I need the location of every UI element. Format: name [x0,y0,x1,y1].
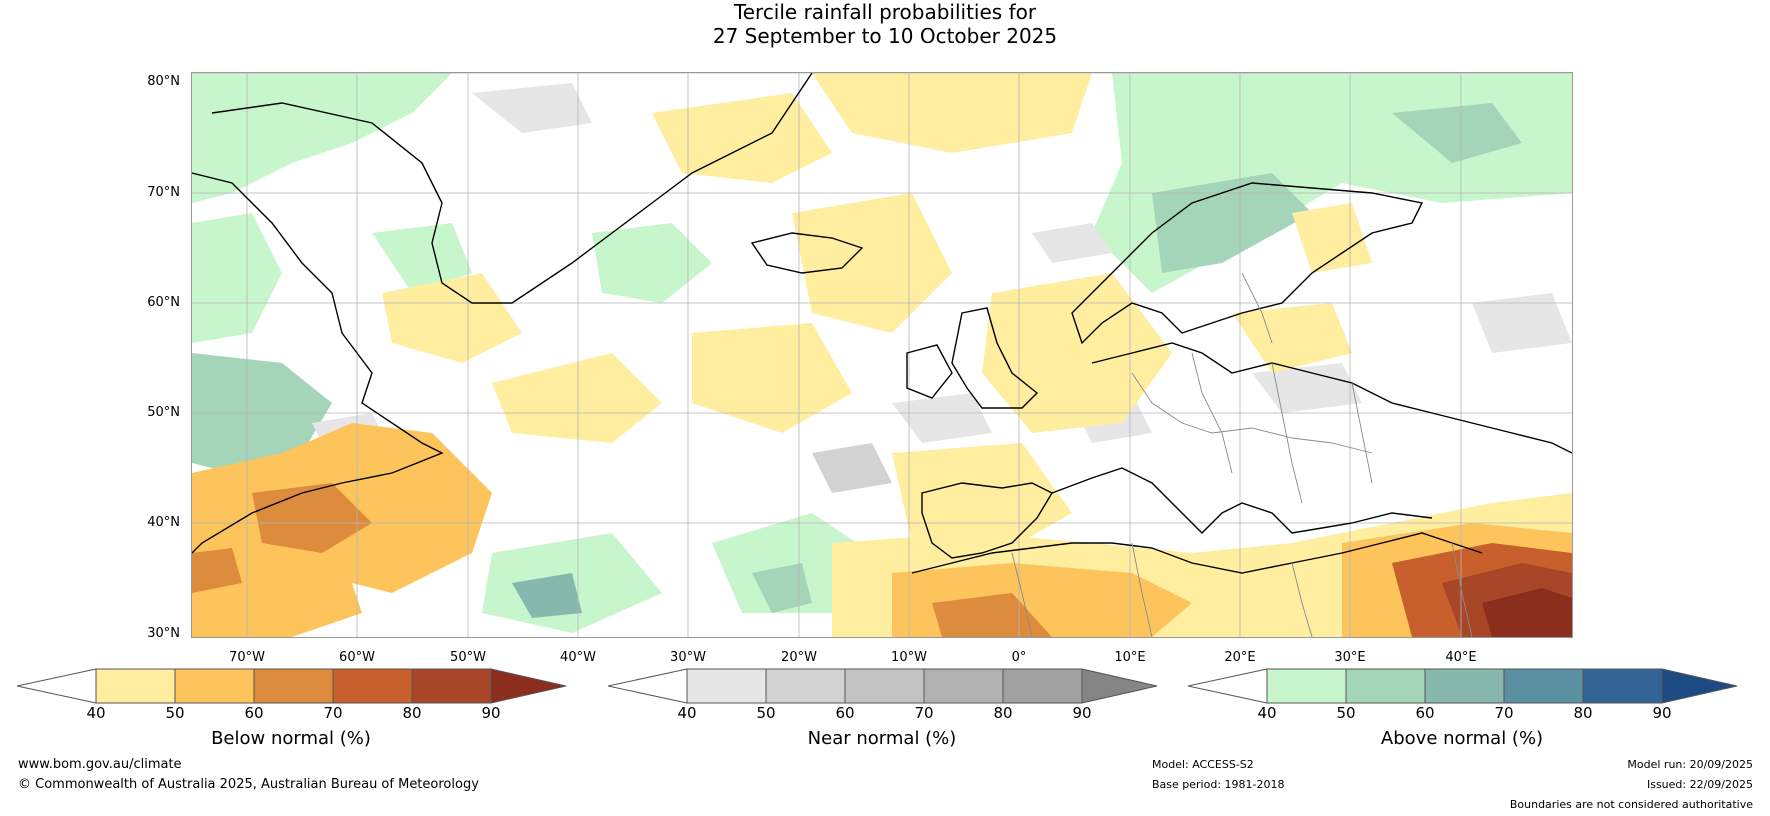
lon-label-40e: 40°E [1445,650,1477,665]
cbar-near-title: Near normal (%) [807,728,957,749]
graticule [192,73,1572,637]
lon-label-70w: 70°W [229,650,265,665]
cbar-above-bin-80-90 [1582,668,1663,704]
colorbar-near-normal [608,668,1158,704]
cbar-near-bin-40-50 [686,668,767,704]
cbar-above-tick-50: 50 [1336,704,1356,722]
cbar-near-bin-60-70 [844,668,925,704]
north-africa-coast [911,532,1483,574]
lon-label-40w: 40°W [560,650,596,665]
cbar-near-bin-80-90 [1002,668,1083,704]
cbar-near-tick-60: 60 [835,704,855,722]
greenland-coast [211,73,813,304]
model-text: Model: ACCESS-S2 [1152,758,1254,771]
issued-text: Issued: 22/09/2025 [1646,778,1753,791]
colorbar-above-normal [1188,668,1738,704]
cbar-above-bin-70-80 [1503,668,1584,704]
cbar-below-tick-90: 90 [481,704,501,722]
cbar-below-bin-40-50 [95,668,176,704]
lon-label-30w: 30°W [670,650,706,665]
cbar-below-tick-50: 50 [165,704,185,722]
cbar-above-upper-arrow [1661,668,1738,704]
country-borders [1011,272,1473,637]
disclaimer-text: Boundaries are not considered authoritat… [1509,798,1753,811]
lon-label-10e: 10°E [1114,650,1146,665]
cbar-above-tick-80: 80 [1573,704,1593,722]
cbar-below-bin-60-70 [253,668,334,704]
cbar-near-tick-90: 90 [1072,704,1092,722]
cbar-above-tick-70: 70 [1494,704,1514,722]
iceland-coast [750,232,864,274]
lon-label-30e: 30°E [1334,650,1366,665]
website-link[interactable]: www.bom.gov.au/climate [18,757,182,772]
cbar-below-tick-80: 80 [402,704,422,722]
lat-label-40n: 40°N [147,515,180,530]
cbar-near-lower-arrow [608,668,688,704]
cbar-below-upper-arrow [490,668,567,704]
cbar-near-tick-40: 40 [677,704,697,722]
lon-label-20e: 20°E [1224,650,1256,665]
cbar-above-title: Above normal (%) [1380,728,1544,749]
lon-label-60w: 60°W [339,650,375,665]
lon-label-10w: 10°W [891,650,927,665]
cbar-above-bin-40-50 [1266,668,1347,704]
cbar-above-tick-40: 40 [1257,704,1277,722]
north-america-coast [192,172,444,554]
cbar-below-tick-40: 40 [86,704,106,722]
cbar-below-tick-70: 70 [323,704,343,722]
colorbar-below-normal [17,668,567,704]
lon-label-0: 0° [1011,650,1027,665]
coastlines [192,73,1572,574]
mediterranean-north-coast [1051,467,1433,534]
lat-label-50n: 50°N [147,405,180,420]
lat-label-80n: 80°N [147,74,180,89]
iberia-coast [921,482,1053,559]
lat-label-30n: 30°N [147,626,180,641]
model-run-text: Model run: 20/09/2025 [1627,758,1753,771]
rainfall-probability-map [191,72,1573,638]
cbar-near-tick-80: 80 [993,704,1013,722]
cbar-below-title: Below normal (%) [211,728,371,749]
base-period-text: Base period: 1981-2018 [1152,778,1285,791]
britain-coast [951,307,1039,409]
cbar-below-lower-arrow [17,668,97,704]
title-line-2: 27 September to 10 October 2025 [712,24,1058,48]
cbar-above-bin-60-70 [1424,668,1505,704]
copyright-text: © Commonwealth of Australia 2025, Austra… [18,777,479,792]
cbar-near-tick-70: 70 [914,704,934,722]
cbar-near-bin-50-60 [765,668,846,704]
cbar-below-bin-50-60 [174,668,255,704]
lon-label-50w: 50°W [450,650,486,665]
cbar-above-tick-90: 90 [1652,704,1672,722]
europe-coast [1091,342,1572,454]
cbar-near-bin-70-80 [923,668,1004,704]
lon-label-20w: 20°W [781,650,817,665]
map-svg [192,73,1572,637]
ireland-coast [906,344,953,399]
cbar-above-lower-arrow [1188,668,1268,704]
title-line-1: Tercile rainfall probabilities for [733,0,1037,24]
cbar-above-tick-60: 60 [1415,704,1435,722]
lat-label-70n: 70°N [147,185,180,200]
scandinavia-coast [1071,182,1424,345]
cbar-near-upper-arrow [1081,668,1158,704]
lat-label-60n: 60°N [147,295,180,310]
below-normal-patches [192,73,1572,637]
cbar-above-bin-50-60 [1345,668,1426,704]
map-title: Tercile rainfall probabilities for 27 Se… [0,0,1770,48]
cbar-below-bin-70-80 [332,668,413,704]
cbar-below-tick-60: 60 [244,704,264,722]
cbar-near-tick-50: 50 [756,704,776,722]
cbar-below-bin-80-90 [411,668,492,704]
